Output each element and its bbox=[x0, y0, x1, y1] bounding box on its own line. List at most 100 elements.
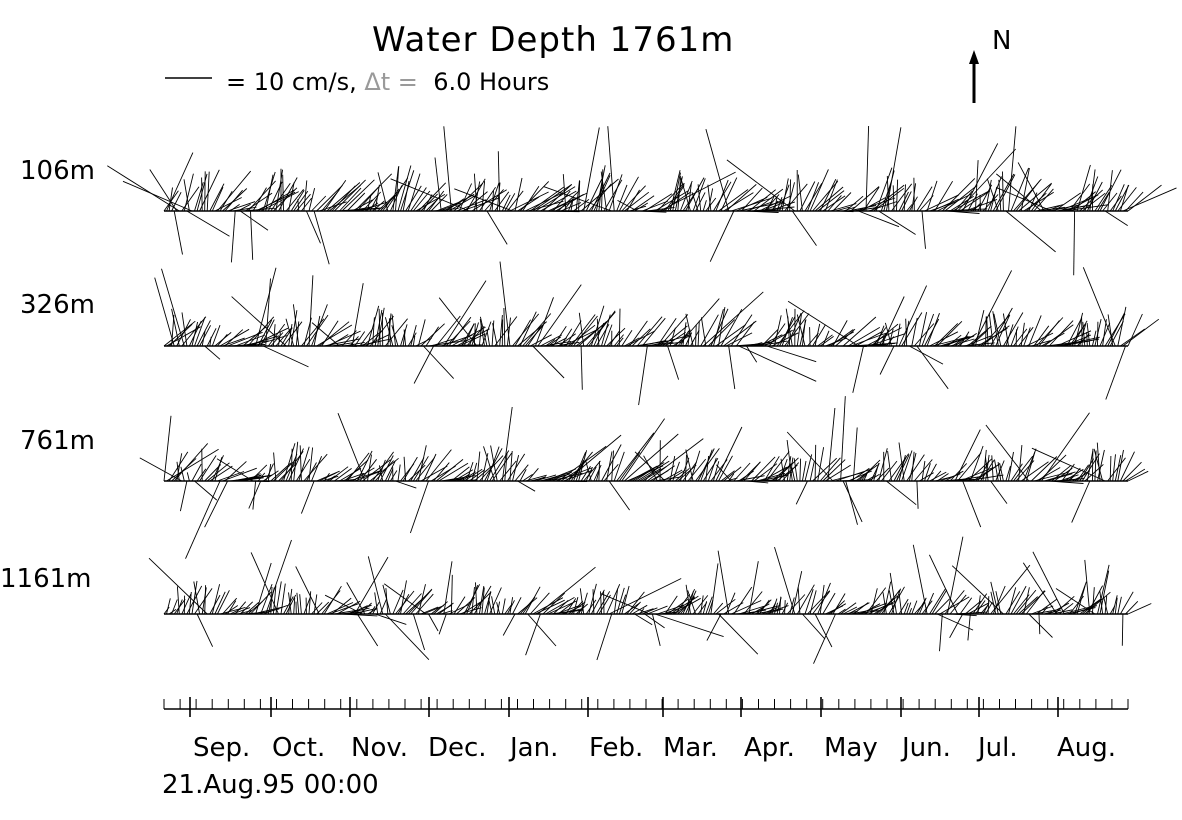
current-stick bbox=[967, 613, 971, 641]
current-stick bbox=[855, 331, 882, 347]
current-stick bbox=[936, 320, 963, 347]
current-stick bbox=[990, 307, 1013, 347]
current-stick bbox=[994, 459, 999, 482]
current-stick bbox=[229, 204, 240, 212]
current-stick bbox=[911, 451, 915, 482]
current-stick bbox=[669, 595, 699, 615]
current-stick bbox=[664, 595, 678, 615]
current-stick bbox=[911, 600, 918, 615]
current-stick bbox=[438, 297, 478, 347]
current-stick bbox=[384, 460, 396, 482]
current-stick bbox=[985, 179, 992, 212]
current-stick bbox=[417, 445, 427, 482]
current-stick bbox=[1099, 591, 1104, 615]
current-stick bbox=[451, 466, 470, 482]
current-stick bbox=[425, 326, 439, 347]
current-stick bbox=[514, 319, 531, 347]
current-stick bbox=[567, 201, 573, 212]
north-arrow-head bbox=[969, 50, 979, 64]
current-stick bbox=[475, 582, 478, 615]
current-stick bbox=[323, 179, 347, 212]
current-stick bbox=[672, 461, 680, 482]
current-stick bbox=[372, 200, 385, 212]
legend-scale-text: = 10 cm/s, bbox=[226, 68, 357, 96]
current-stick bbox=[858, 210, 900, 228]
current-stick bbox=[1104, 210, 1128, 226]
current-stick bbox=[1010, 167, 1030, 212]
current-stick bbox=[985, 456, 989, 482]
current-stick bbox=[471, 189, 507, 212]
current-stick bbox=[543, 186, 612, 212]
current-stick bbox=[245, 602, 259, 615]
current-stick bbox=[171, 191, 182, 212]
current-stick bbox=[982, 449, 987, 482]
current-stick bbox=[369, 606, 376, 615]
current-stick bbox=[796, 584, 815, 615]
current-stick bbox=[870, 184, 905, 212]
current-stick bbox=[206, 328, 217, 347]
current-stick bbox=[1030, 183, 1052, 212]
current-stick bbox=[557, 190, 580, 212]
current-stick bbox=[354, 470, 381, 482]
current-stick bbox=[781, 317, 793, 347]
current-stick bbox=[939, 596, 970, 615]
current-stick bbox=[295, 458, 311, 482]
current-stick bbox=[530, 186, 565, 212]
current-stick bbox=[204, 480, 229, 528]
current-stick bbox=[537, 566, 596, 615]
current-stick bbox=[509, 597, 514, 615]
current-stick bbox=[921, 210, 926, 249]
current-stick bbox=[176, 453, 183, 482]
current-stick bbox=[1121, 613, 1124, 646]
current-stick bbox=[601, 169, 604, 212]
current-stick bbox=[972, 593, 988, 615]
current-stick bbox=[1120, 328, 1145, 347]
current-stick bbox=[1031, 447, 1106, 482]
current-stick bbox=[702, 200, 707, 212]
current-stick bbox=[565, 320, 582, 347]
current-stick bbox=[860, 603, 881, 615]
current-stick bbox=[367, 305, 380, 347]
current-stick bbox=[295, 566, 320, 615]
current-stick bbox=[224, 189, 243, 212]
current-stick bbox=[263, 604, 288, 615]
current-stick bbox=[952, 476, 982, 482]
current-stick bbox=[535, 474, 557, 482]
current-stick bbox=[397, 593, 410, 615]
current-stick bbox=[733, 462, 751, 482]
current-stick bbox=[718, 455, 733, 482]
current-stick bbox=[438, 613, 447, 635]
current-stick bbox=[1010, 463, 1023, 482]
current-stick bbox=[267, 463, 272, 482]
current-stick bbox=[423, 345, 455, 379]
current-stick bbox=[883, 581, 892, 615]
month-label-sep: Sep. bbox=[193, 733, 251, 763]
current-stick bbox=[372, 317, 375, 347]
current-stick bbox=[748, 342, 763, 347]
current-stick bbox=[616, 587, 625, 615]
current-stick bbox=[154, 277, 175, 347]
current-stick bbox=[545, 597, 575, 615]
current-stick bbox=[924, 592, 935, 615]
current-stick bbox=[995, 314, 1011, 347]
current-stick bbox=[186, 210, 230, 237]
current-stick bbox=[641, 317, 666, 347]
current-stick bbox=[168, 187, 173, 212]
current-stick bbox=[936, 473, 949, 482]
current-stick bbox=[1097, 449, 1105, 482]
current-stick bbox=[1005, 465, 1011, 482]
current-stick bbox=[916, 480, 919, 509]
current-stick bbox=[397, 464, 401, 482]
current-stick bbox=[224, 461, 247, 482]
current-stick bbox=[282, 174, 284, 212]
current-stick bbox=[781, 178, 789, 212]
current-stick bbox=[231, 296, 287, 347]
current-stick bbox=[1125, 468, 1146, 482]
current-stick bbox=[1099, 169, 1122, 212]
current-stick bbox=[1112, 454, 1116, 482]
current-stick bbox=[969, 329, 988, 347]
current-stick bbox=[392, 166, 399, 212]
current-stick bbox=[1022, 562, 1058, 615]
current-stick bbox=[793, 458, 798, 482]
current-stick bbox=[377, 307, 385, 347]
